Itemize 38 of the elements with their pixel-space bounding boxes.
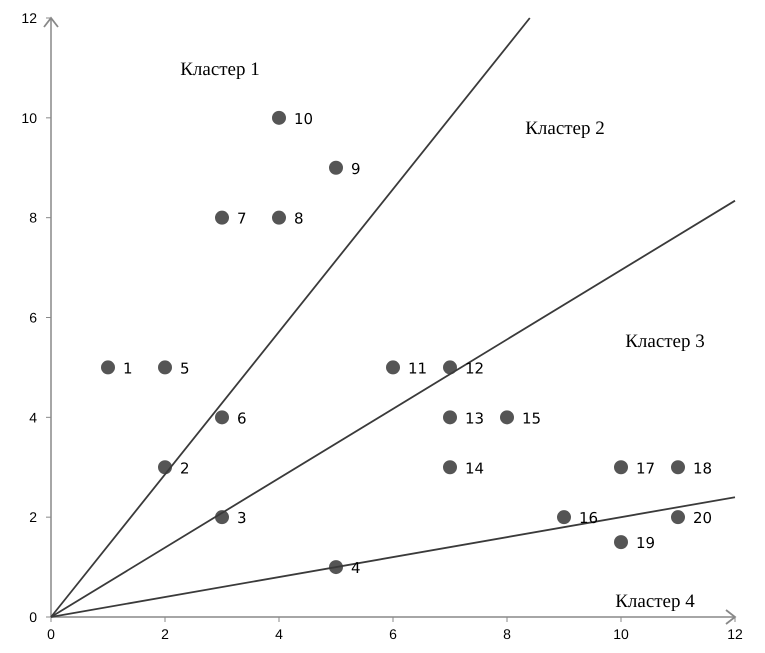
- x-tick-label: 4: [275, 626, 284, 642]
- y-tick-label: 10: [21, 110, 38, 126]
- annotation: 6: [237, 409, 247, 428]
- annotation: 14: [465, 459, 484, 478]
- x-tick-label: 12: [727, 626, 743, 642]
- y-tick-label: 0: [29, 609, 38, 625]
- annotation: 12: [465, 359, 484, 378]
- annotation: Кластер 4: [615, 591, 696, 612]
- annotation: 18: [693, 459, 712, 478]
- annotation: 10: [294, 110, 314, 128]
- annotation: Кластер 1: [180, 59, 260, 80]
- annotation: 1: [123, 359, 133, 378]
- x-tick-label: 10: [613, 626, 629, 642]
- annotation: 9: [351, 160, 361, 178]
- annotation: 20: [693, 509, 712, 528]
- annotation: Кластер 2: [525, 118, 605, 139]
- annotation: 17: [636, 459, 656, 478]
- annotation: 16: [579, 509, 598, 528]
- annotation: 15: [522, 409, 542, 428]
- annotation: 2: [180, 459, 190, 478]
- y-tick-label: 8: [29, 210, 38, 226]
- y-tick-label: 4: [29, 409, 38, 426]
- annotation: 3: [237, 509, 247, 528]
- y-tick-label: 2: [29, 509, 38, 526]
- x-tick-label: 8: [503, 626, 512, 642]
- annotation: 8: [294, 210, 304, 228]
- annotation: 13: [465, 409, 484, 428]
- x-tick-label: 0: [47, 626, 56, 642]
- x-tick-label: 2: [161, 626, 170, 642]
- annotation: Кластер 3: [625, 331, 705, 352]
- annotation: 5: [180, 359, 190, 378]
- annotation: 11: [408, 359, 428, 378]
- annotation: 7: [237, 210, 247, 228]
- y-tick-label: 6: [29, 310, 38, 326]
- annotation: 4: [351, 559, 361, 578]
- x-tick-label: 6: [389, 626, 398, 642]
- y-tick-label: 12: [21, 10, 38, 26]
- annotation: 19: [636, 534, 656, 552]
